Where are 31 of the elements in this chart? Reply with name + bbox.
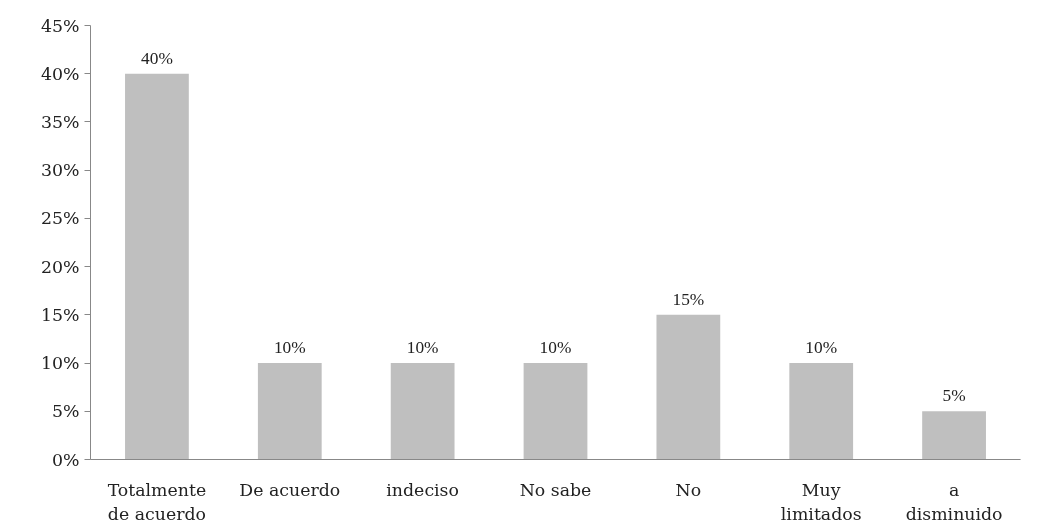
data-label: 10% [406, 338, 439, 358]
y-tick-label: 20% [40, 256, 80, 277]
x-tick-label: a disminuido [905, 479, 1003, 524]
x-tick-label: Totalmente de acuerdo [107, 479, 207, 524]
data-label: 15% [672, 289, 705, 309]
data-label: 10% [539, 338, 572, 358]
y-tick-label: 15% [40, 304, 80, 325]
y-tick-label: 10% [40, 353, 80, 374]
bar [789, 363, 854, 460]
y-tick-label: 40% [40, 63, 80, 84]
y-tick-label: 30% [40, 160, 80, 181]
y-tick-label: 5% [52, 401, 80, 422]
bar [656, 314, 721, 460]
data-label: 5% [942, 386, 966, 406]
x-tick-label: indeciso [386, 479, 459, 500]
bar [523, 363, 588, 460]
bar [257, 363, 322, 460]
bar [922, 411, 986, 460]
y-tick-label: 25% [40, 208, 80, 229]
data-label: 10% [273, 338, 306, 358]
x-tick-label: No [675, 479, 702, 500]
bar [125, 73, 189, 460]
data-label: 40% [141, 48, 173, 68]
data-label: 10% [805, 338, 838, 358]
y-tick-label: 45% [40, 15, 80, 36]
x-tick-label: Muy limitados [780, 479, 862, 524]
y-tick-label: 0% [52, 449, 80, 470]
x-tick-label: No sabe [519, 479, 592, 500]
y-tick-label: 35% [40, 111, 80, 132]
x-tick-label: De acuerdo [239, 479, 341, 500]
bar [390, 363, 455, 460]
